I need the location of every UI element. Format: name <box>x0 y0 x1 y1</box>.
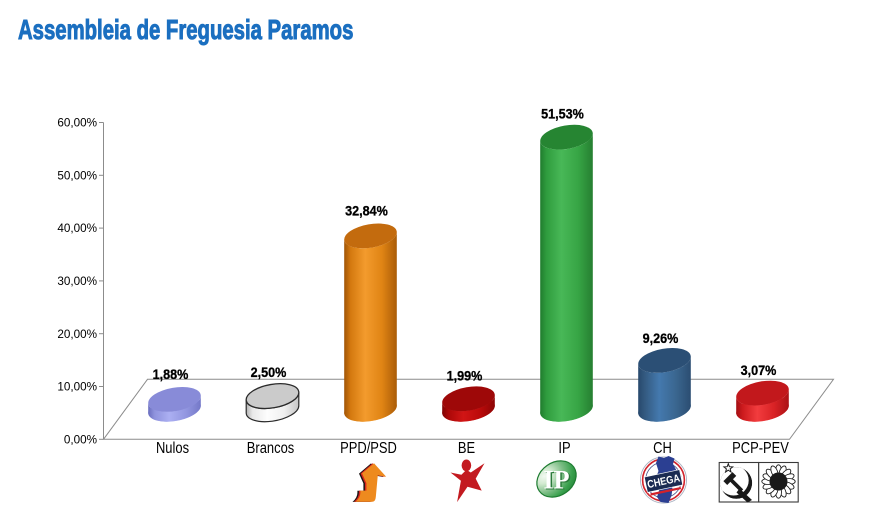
svg-text:10,00%: 10,00% <box>57 381 97 394</box>
svg-text:CH: CH <box>653 440 672 457</box>
svg-text:IP: IP <box>544 466 570 495</box>
svg-text:20,00%: 20,00% <box>57 328 97 341</box>
svg-text:2,50%: 2,50% <box>251 365 287 381</box>
svg-text:3,07%: 3,07% <box>741 363 777 379</box>
svg-text:0,00%: 0,00% <box>64 433 97 446</box>
svg-text:1,99%: 1,99% <box>447 368 483 384</box>
svg-text:BE: BE <box>458 440 475 457</box>
svg-text:1,88%: 1,88% <box>153 367 189 383</box>
svg-text:Brancos: Brancos <box>247 440 294 457</box>
svg-text:60,00%: 60,00% <box>57 117 97 130</box>
svg-text:PCP-PEV: PCP-PEV <box>732 440 789 457</box>
svg-text:50,00%: 50,00% <box>57 169 97 182</box>
svg-text:IP: IP <box>545 467 571 496</box>
svg-text:Assembleia de Freguesia Paramo: Assembleia de Freguesia Paramos <box>18 15 353 46</box>
svg-text:40,00%: 40,00% <box>57 222 97 235</box>
svg-text:30,00%: 30,00% <box>57 275 97 288</box>
svg-text:PPD/PSD: PPD/PSD <box>340 440 397 457</box>
svg-text:Nulos: Nulos <box>156 440 189 457</box>
svg-text:IP: IP <box>558 440 570 457</box>
svg-text:9,26%: 9,26% <box>643 331 679 347</box>
svg-text:51,53%: 51,53% <box>541 106 584 122</box>
svg-text:32,84%: 32,84% <box>345 203 388 219</box>
